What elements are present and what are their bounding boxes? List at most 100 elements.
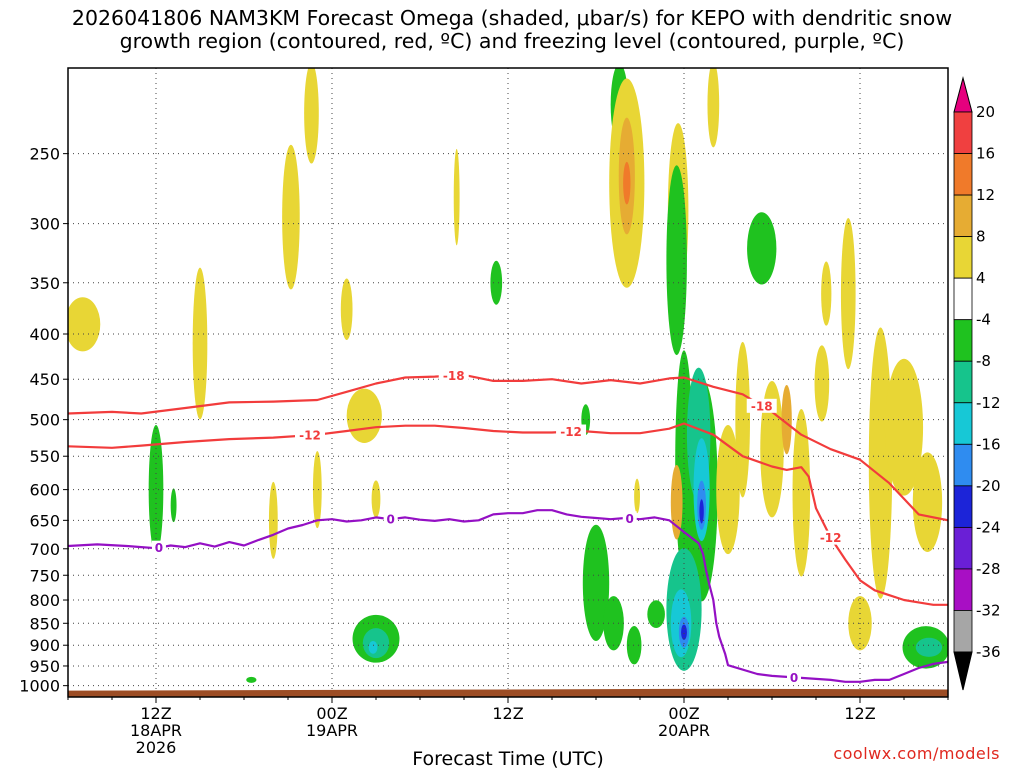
y-tick-label: 500 (29, 411, 60, 430)
contour-line (68, 509, 948, 683)
omega-blob (368, 640, 378, 654)
colorbar-segment (953, 319, 973, 362)
omega-blob (626, 626, 642, 665)
omega-blob (781, 385, 792, 455)
x-tick-label: 00Z (668, 704, 699, 723)
omega-blob (304, 68, 319, 164)
contour-label-bg (556, 424, 587, 439)
omega-blob (792, 409, 811, 577)
contour-label-bg (787, 670, 801, 685)
colorbar-segment (953, 236, 973, 279)
omega-blob (840, 217, 856, 370)
omega-blob (68, 297, 101, 352)
contour-label: -12 (820, 531, 842, 545)
omega-blob (634, 478, 640, 514)
contour-label-bg (151, 540, 166, 555)
omega-blob (148, 425, 164, 555)
contour-label: 0 (155, 541, 163, 555)
plot-area: -18 -18 -12 -12 -12 0 0 0 0 (68, 68, 948, 697)
omega-blob (884, 358, 924, 496)
x-tick-label: 12Z (140, 704, 171, 723)
colorbar-segment (953, 610, 973, 653)
y-tick-label: 1000 (19, 677, 60, 696)
omega-blob (647, 600, 665, 629)
contour-label-bg (295, 428, 325, 443)
y-tick-label: 350 (29, 274, 60, 293)
x-tick-label: 20APR (658, 721, 710, 740)
colorbar-label: 12 (976, 186, 995, 204)
omega-blob (735, 341, 751, 498)
colorbar-segment (953, 194, 973, 238)
omega-blob (814, 345, 830, 422)
omega-blob (915, 637, 943, 657)
contour-label: 0 (386, 513, 394, 527)
omega-blob (453, 148, 460, 246)
colorbar-label: -8 (976, 352, 991, 370)
contour-label: -12 (560, 425, 582, 439)
omega-blob (346, 388, 382, 443)
y-tick-label: 400 (29, 325, 60, 344)
colorbar-label: -36 (976, 643, 1001, 661)
y-tick-label: 600 (29, 481, 60, 500)
colorbar-label: -24 (976, 518, 1001, 536)
x-tick-label: 18APR (130, 721, 182, 740)
colorbar-label: -32 (976, 601, 1001, 619)
x-tick-label: 00Z (316, 704, 347, 723)
colorbar-label: 4 (976, 269, 986, 287)
omega-blob (760, 380, 784, 518)
ground-terrain (68, 688, 948, 697)
colorbar-segment (953, 526, 973, 570)
y-tick-label: 250 (29, 145, 60, 164)
colorbar-label: -28 (976, 560, 1001, 578)
y-tick-label: 850 (29, 614, 60, 633)
credit-text[interactable]: coolwx.com/models (833, 744, 1000, 763)
colorbar-label: 16 (976, 145, 995, 163)
y-tick-label: 800 (29, 591, 60, 610)
omega-blob (747, 212, 777, 285)
omega-blob (340, 278, 353, 341)
y-tick-label: 550 (29, 447, 60, 466)
colorbar-segment (953, 402, 973, 445)
contour-line (68, 373, 948, 522)
colorbar-label: 20 (976, 103, 995, 121)
x-tick-label: 2026 (136, 738, 177, 757)
contour-label: -18 (751, 399, 773, 413)
colorbar-bottom-triangle (953, 651, 973, 691)
colorbar-label: -20 (976, 477, 1001, 495)
omega-blob (707, 68, 720, 148)
contour-label: -12 (299, 429, 321, 443)
omega-blob (681, 624, 687, 640)
colorbar-segment (953, 568, 973, 611)
colorbar-label: -12 (976, 394, 1001, 412)
omega-blob (821, 261, 832, 326)
y-tick-label: 750 (29, 566, 60, 585)
contour-label: 0 (626, 512, 634, 526)
y-tick-label: 650 (29, 511, 60, 530)
x-axis-title: Forecast Time (UTC) (412, 748, 603, 768)
y-tick-label: 300 (29, 215, 60, 234)
colorbar-segment (953, 153, 973, 196)
omega-blob (371, 480, 381, 518)
omega-blob (666, 165, 687, 356)
colorbar-label: 8 (976, 228, 986, 246)
x-tick-label: 12Z (492, 704, 523, 723)
colorbar-segment (953, 111, 973, 154)
omega-blob (246, 676, 257, 683)
contour-label: -18 (443, 369, 465, 383)
omega-blob (192, 267, 208, 420)
omega-blob (699, 499, 704, 524)
contour-label-bg (746, 398, 777, 413)
omega-blob (582, 524, 610, 641)
contour-label-bg (383, 512, 398, 527)
contour-label: 0 (790, 671, 798, 685)
y-tick-label: 950 (29, 657, 60, 676)
omega-blob (623, 161, 631, 205)
contour-label-bg (622, 511, 637, 526)
chart-title-line2: growth region (contoured, red, ºC) and f… (119, 29, 905, 53)
omega-blob (490, 260, 503, 305)
colorbar-label: -16 (976, 435, 1001, 453)
colorbar-label: -4 (976, 311, 991, 329)
y-tick-label: 450 (29, 370, 60, 389)
colorbar-segment (953, 443, 973, 487)
